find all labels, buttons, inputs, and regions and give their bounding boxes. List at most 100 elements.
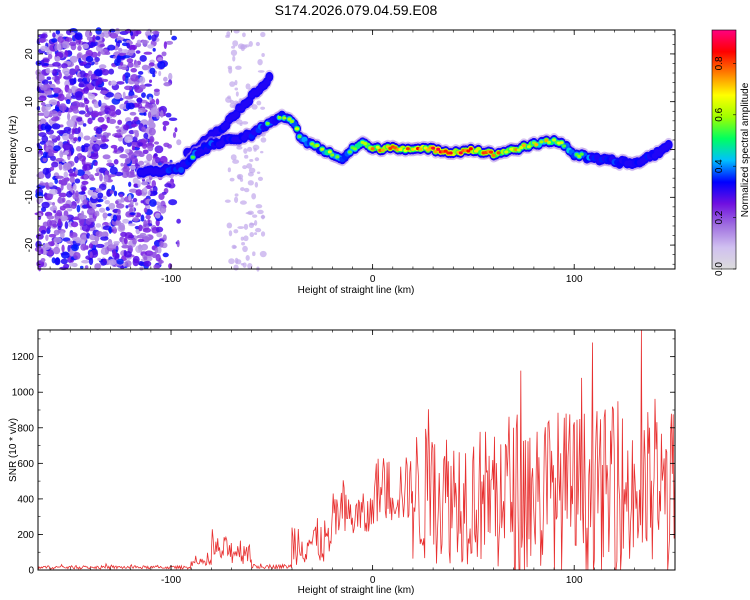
heatmap-noise-blob <box>103 174 109 183</box>
heatmap-noise-blob <box>46 91 52 96</box>
heatmap-noise-blob <box>111 97 121 105</box>
ridge-main-core <box>574 152 579 157</box>
colorbar-tick-label: 0.2 <box>714 210 725 224</box>
heatmap-noise-blob <box>57 93 65 102</box>
heatmap-noise-blob <box>155 98 160 105</box>
heatmap-noise-blob <box>129 44 136 52</box>
heatmap-noise-blob <box>146 153 153 162</box>
heatmap-noise-blob <box>49 166 55 171</box>
heatmap-noise-blob <box>157 61 166 69</box>
heatmap-noise-blob <box>46 193 54 198</box>
heatmap-noise-blob <box>130 74 139 82</box>
heatmap-noise-blob <box>241 121 249 125</box>
heatmap-noise-blob <box>227 95 231 99</box>
heatmap-noise-blob <box>49 134 57 139</box>
heatmap-noise-blob <box>55 56 61 62</box>
heatmap-noise-blob <box>247 180 254 186</box>
heatmap-noise-blob <box>108 244 116 249</box>
heatmap-noise-blob <box>45 146 49 152</box>
heatmap-noise-blob <box>151 251 157 259</box>
heatmap-noise-blob <box>83 86 89 94</box>
heatmap-noise-blob <box>73 77 77 84</box>
heatmap-noise-blob <box>122 55 131 59</box>
heatmap-noise-blob <box>153 264 160 270</box>
heatmap-noise-blob <box>119 194 124 198</box>
heatmap-noise-blob <box>99 69 103 75</box>
heatmap-noise-blob <box>95 243 105 248</box>
ridge-main-core <box>504 150 509 154</box>
heatmap-noise-blob <box>145 185 153 190</box>
heatmap-noise-blob <box>152 30 160 35</box>
heatmap-noise-blob <box>106 159 112 164</box>
heatmap-noise-blob <box>94 263 101 271</box>
heatmap-noise-blob <box>108 68 115 75</box>
heatmap-noise-blob <box>66 183 72 191</box>
snr-y-tick-label: 600 <box>17 459 34 470</box>
heatmap-noise-blob <box>66 190 73 198</box>
heatmap-noise-blob <box>158 70 162 77</box>
heatmap-noise-blob <box>49 188 58 196</box>
heatmap-noise-blob <box>37 250 42 256</box>
heatmap-noise-blob <box>138 224 143 232</box>
heatmap-noise-blob <box>128 188 138 193</box>
heatmap-noise-blob <box>252 251 256 257</box>
spectrogram-x-label: Height of straight line (km) <box>298 285 415 296</box>
heatmap-noise-blob <box>62 142 72 151</box>
heatmap-noise-blob <box>242 32 246 38</box>
heatmap-noise-blob <box>71 128 75 135</box>
heatmap-noise-blob <box>37 171 45 179</box>
heatmap-noise-blob <box>82 43 89 49</box>
heatmap-noise-blob <box>127 102 135 110</box>
heatmap-noise-blob <box>42 58 50 63</box>
heatmap-noise-blob <box>37 112 46 116</box>
heatmap-noise-blob <box>122 166 131 172</box>
heatmap-noise-blob <box>81 180 89 185</box>
heatmap-noise-blob <box>137 238 145 243</box>
heatmap-noise-blob <box>260 31 266 38</box>
snr-y-tick-label: 800 <box>17 423 34 434</box>
heatmap-noise-blob <box>38 95 47 102</box>
heatmap-noise-blob <box>73 137 78 142</box>
ridge-main-core <box>363 141 368 146</box>
heatmap-noise-blob <box>124 260 132 268</box>
figure-title: S174.2026.079.04.59.E08 <box>275 2 438 18</box>
heatmap-noise-blob <box>74 65 80 72</box>
heatmap-noise-blob <box>71 244 79 252</box>
heatmap-noise-blob <box>117 40 122 44</box>
heatmap-noise-blob <box>40 59 45 67</box>
heatmap-noise-blob <box>82 123 87 127</box>
spectrogram-y-tick-label: -20 <box>24 237 35 252</box>
heatmap-noise-blob <box>130 68 138 73</box>
heatmap-noise-blob <box>99 143 109 150</box>
heatmap-noise-blob <box>97 116 105 123</box>
heatmap-noise-blob <box>95 223 102 228</box>
heatmap-noise-blob <box>125 205 129 209</box>
ridge-main-core <box>519 145 524 150</box>
heatmap-noise-blob <box>90 110 100 118</box>
heatmap-noise-blob <box>245 211 253 215</box>
heatmap-noise-blob <box>76 117 83 122</box>
heatmap-noise-blob <box>149 199 157 207</box>
heatmap-noise-blob <box>100 236 109 241</box>
heatmap-noise-blob <box>240 263 245 266</box>
heatmap-noise-blob <box>136 97 143 104</box>
heatmap-noise-blob <box>138 244 142 250</box>
heatmap-noise-blob <box>141 126 147 133</box>
heatmap-noise-blob <box>260 137 267 143</box>
heatmap-noise-blob <box>143 219 148 228</box>
heatmap-noise-blob <box>40 229 47 235</box>
heatmap-noise-blob <box>115 109 122 116</box>
heatmap-noise-blob <box>53 210 57 214</box>
heatmap-noise-blob <box>234 196 239 203</box>
heatmap-noise-blob <box>230 154 237 161</box>
ridge-main-core <box>436 147 441 151</box>
heatmap-noise-blob <box>65 37 73 42</box>
heatmap-noise-blob <box>135 189 143 196</box>
ridge-main-core <box>380 148 385 152</box>
heatmap-noise-blob <box>46 76 52 81</box>
heatmap-noise-blob <box>83 174 89 180</box>
heatmap-noise-blob <box>162 125 167 132</box>
heatmap-noise-blob <box>227 167 231 173</box>
ridge-main-core <box>289 119 294 124</box>
heatmap-noise-blob <box>135 50 141 54</box>
